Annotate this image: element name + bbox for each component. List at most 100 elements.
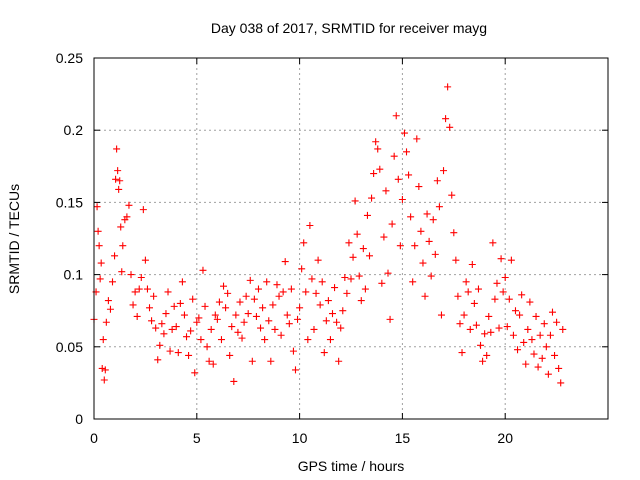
data-point: [114, 167, 122, 175]
data-point: [137, 273, 145, 281]
data-point: [366, 252, 374, 260]
data-point: [460, 311, 468, 319]
plot-frame: [93, 57, 609, 420]
data-point: [129, 301, 137, 309]
data-point: [514, 346, 522, 354]
data-point: [207, 325, 215, 333]
data-point: [429, 216, 437, 224]
y-axis-ticks: 0 0.05 0.1 0.15 0.2 0.25: [56, 50, 608, 427]
data-point: [252, 312, 260, 320]
data-point: [273, 281, 281, 289]
data-point: [474, 285, 482, 293]
data-point: [355, 272, 363, 280]
data-point: [166, 347, 174, 355]
data-point: [378, 279, 386, 287]
data-point: [160, 330, 168, 338]
data-point: [228, 323, 236, 331]
data-point: [289, 347, 297, 355]
data-point: [296, 304, 304, 312]
data-point: [193, 318, 201, 326]
data-point: [118, 268, 126, 276]
data-point: [250, 295, 258, 303]
data-point: [470, 299, 478, 307]
data-point: [322, 317, 330, 325]
data-point: [224, 289, 232, 297]
data-point: [236, 298, 244, 306]
data-point: [123, 213, 131, 221]
data-point: [187, 327, 195, 335]
data-point: [211, 311, 219, 319]
data-point: [349, 253, 357, 261]
y-tick-label: 0.15: [56, 194, 83, 210]
data-point: [413, 135, 421, 143]
data-point: [320, 349, 328, 357]
data-point: [427, 272, 435, 280]
data-point: [112, 175, 120, 183]
data-point: [538, 354, 546, 362]
data-point: [341, 273, 349, 281]
data-point: [559, 325, 567, 333]
data-point: [477, 341, 485, 349]
data-point: [98, 364, 106, 372]
data-point: [505, 295, 513, 303]
data-point: [495, 324, 503, 332]
data-point: [117, 223, 125, 231]
data-point: [437, 311, 445, 319]
data-point: [106, 305, 114, 313]
data-point: [339, 307, 347, 315]
data-point: [456, 320, 464, 328]
data-point: [100, 376, 108, 384]
data-point: [386, 315, 394, 323]
x-tick-label: 10: [292, 430, 308, 446]
x-axis-label: GPS time / hours: [298, 458, 405, 474]
y-tick-label: 0.05: [56, 339, 83, 355]
data-point: [263, 278, 271, 286]
data-point: [462, 278, 470, 286]
data-point: [116, 177, 124, 185]
data-point: [423, 210, 431, 218]
data-point: [291, 366, 299, 374]
data-point: [361, 285, 369, 293]
data-point: [308, 275, 316, 283]
data-point: [298, 265, 306, 273]
y-tick-label: 0.2: [64, 122, 84, 138]
data-point: [158, 320, 166, 328]
data-point: [178, 278, 186, 286]
data-point: [141, 256, 149, 264]
data-point: [230, 377, 238, 385]
data-point: [487, 328, 495, 336]
data-point: [232, 311, 240, 319]
data-point: [472, 321, 480, 329]
data-point: [197, 336, 205, 344]
data-point: [400, 129, 408, 137]
data-point: [392, 112, 400, 120]
data-point: [113, 145, 121, 153]
data-point: [468, 260, 476, 268]
data-point: [265, 317, 273, 325]
data-point: [314, 256, 322, 264]
data-point: [125, 201, 133, 209]
data-point: [246, 276, 254, 284]
data-point: [93, 203, 101, 211]
data-point: [425, 237, 433, 245]
data-point: [530, 350, 538, 358]
grid: [94, 58, 608, 419]
data-point: [97, 259, 105, 267]
x-tick-label: 20: [497, 430, 513, 446]
y-axis-label: SRMTID / TECUs: [6, 184, 22, 294]
data-point: [267, 357, 275, 365]
data-point: [376, 165, 384, 173]
data-point: [394, 175, 402, 183]
data-point: [104, 297, 112, 305]
x-tick-label: 15: [395, 430, 411, 446]
data-point: [191, 369, 199, 377]
data-point: [522, 360, 530, 368]
data-point: [324, 297, 332, 305]
data-point: [380, 233, 388, 241]
data-point: [507, 256, 515, 264]
data-point: [526, 298, 534, 306]
data-point: [335, 357, 343, 365]
y-tick-label: 0.1: [64, 267, 84, 283]
data-point: [372, 138, 380, 146]
data-point: [417, 227, 425, 235]
